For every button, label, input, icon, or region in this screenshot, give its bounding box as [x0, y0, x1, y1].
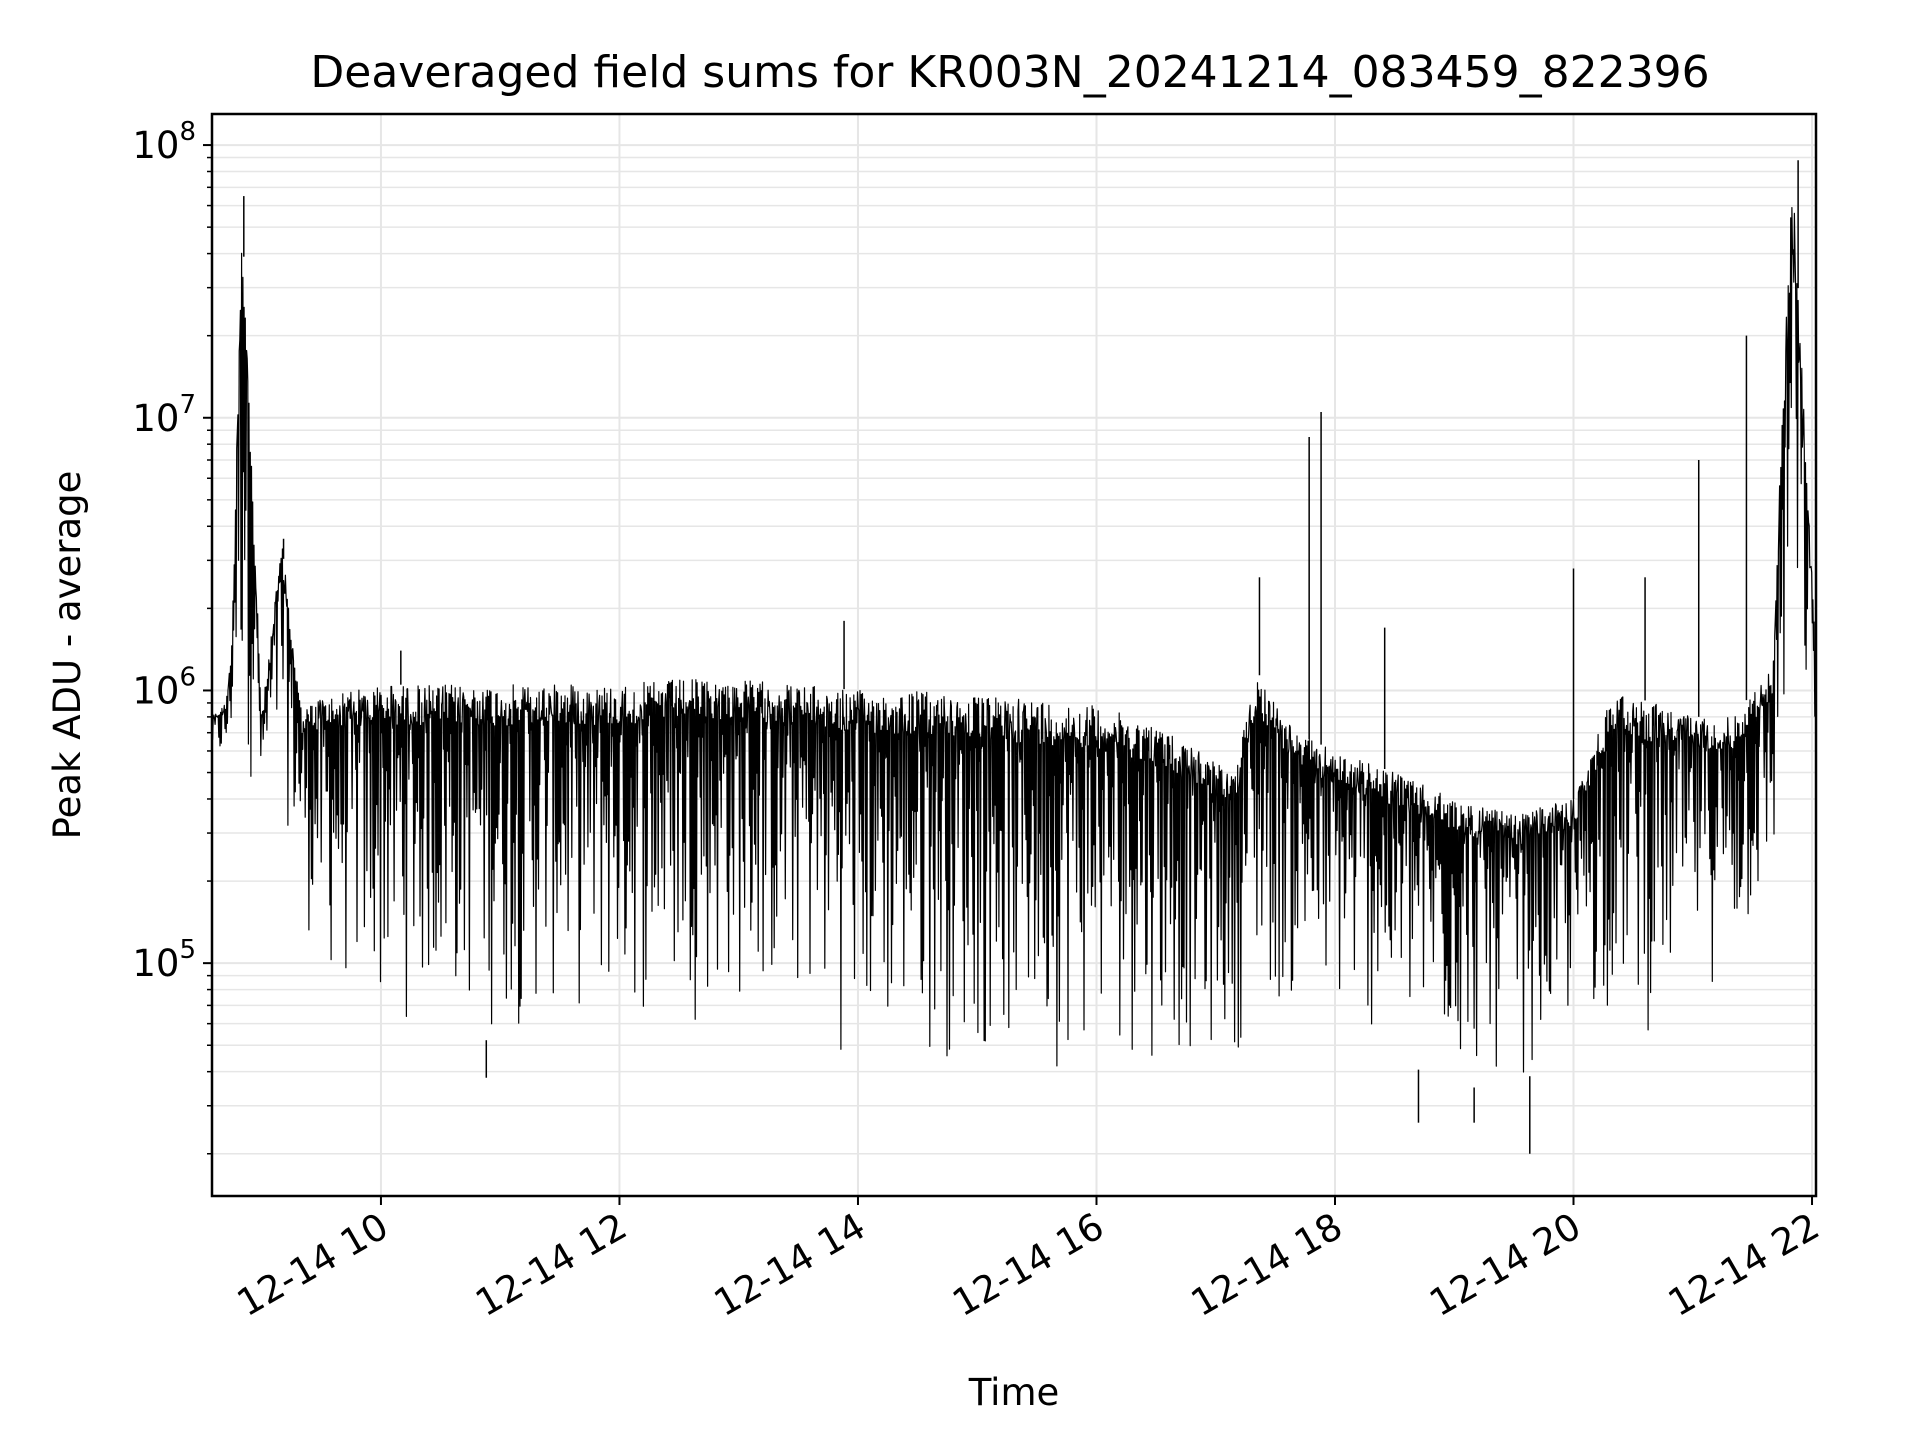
x-tick-label: 12-14 16	[945, 1205, 1111, 1325]
x-tick-label: 12-14 18	[1184, 1205, 1350, 1325]
x-axis-label: Time	[968, 1371, 1060, 1414]
x-tick-label: 12-14 20	[1422, 1205, 1588, 1325]
x-tick-label: 12-14 10	[230, 1205, 396, 1325]
x-tick-label: 12-14 12	[468, 1205, 634, 1325]
y-axis-label: Peak ADU - average	[46, 471, 89, 840]
y-tick-label: 105	[132, 935, 196, 985]
y-tick-label: 107	[132, 390, 196, 440]
data-line	[212, 207, 1816, 1073]
x-tick-label: 12-14 14	[707, 1205, 873, 1325]
grid	[212, 114, 1816, 1196]
y-tick-label: 108	[132, 117, 196, 167]
chart-title: Deaveraged field sums for KR003N_2024121…	[310, 47, 1709, 98]
y-tick-label: 106	[132, 662, 196, 712]
plot-frame	[210, 112, 1818, 1198]
x-tick-label: 12-14 22	[1661, 1205, 1827, 1325]
data-series	[212, 160, 1816, 1154]
